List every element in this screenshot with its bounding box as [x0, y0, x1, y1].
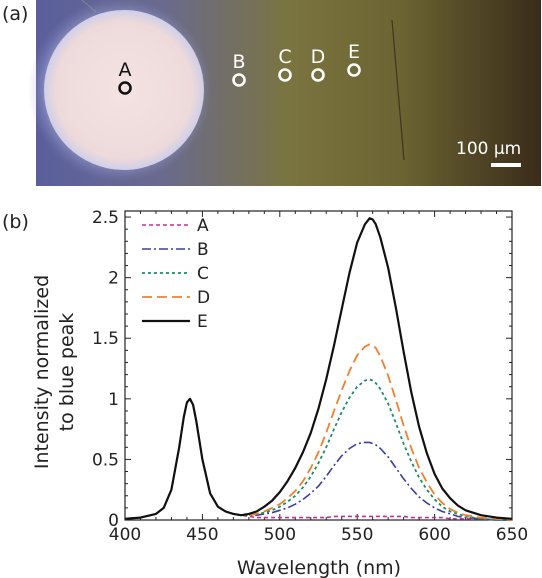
y-axis-label-line-1: Intensity normalized	[31, 275, 53, 469]
legend-label-e: E	[197, 312, 208, 332]
x-tick-label: 600	[418, 525, 450, 545]
series-line-d	[124, 343, 513, 521]
scale-bar: 100 µm	[456, 139, 521, 167]
series-lines	[124, 217, 513, 521]
point-marker-e	[347, 63, 361, 77]
legend-label-d: D	[197, 288, 210, 308]
x-tick-label: 650	[496, 525, 528, 545]
legend-label-c: C	[197, 264, 209, 284]
plot-frame	[124, 210, 513, 521]
point-label-e: E	[348, 41, 360, 63]
scale-bar-label: 100 µm	[456, 139, 521, 159]
series-line-e	[124, 217, 513, 520]
axis-ticks: 400 450 500 550 600 650 0 0.5 1 1.5 2 2.5	[92, 208, 528, 545]
point-marker-b	[232, 73, 246, 87]
y-tick-label: 1	[108, 390, 119, 410]
x-axis-label: Wavelength (nm)	[237, 557, 401, 578]
point-marker-c	[278, 68, 292, 82]
point-label-c: C	[278, 46, 291, 68]
x-tick-label: 450	[186, 525, 218, 545]
panel-a-label: (a)	[2, 3, 28, 25]
y-tick-label: 1.5	[92, 329, 119, 349]
point-marker-a	[118, 81, 132, 95]
y-tick-label: 0	[108, 511, 119, 531]
point-label-a: A	[119, 59, 132, 81]
x-tick-label: 550	[341, 525, 373, 545]
y-tick-label: 0.5	[92, 450, 119, 470]
point-label-d: D	[311, 46, 326, 68]
legend-label-b: B	[197, 240, 209, 260]
legend-label-a: A	[197, 216, 209, 236]
y-tick-label: 2.5	[92, 208, 119, 228]
x-tick-label: 400	[109, 525, 141, 545]
y-axis-label-line-2: to blue peak	[56, 313, 78, 432]
x-tick-label: 500	[264, 525, 296, 545]
panel-b-label: (b)	[2, 211, 29, 233]
series-line-c	[124, 378, 512, 521]
point-label-b: B	[232, 51, 245, 73]
y-tick-label: 2	[108, 269, 119, 289]
point-marker-d	[311, 68, 325, 82]
